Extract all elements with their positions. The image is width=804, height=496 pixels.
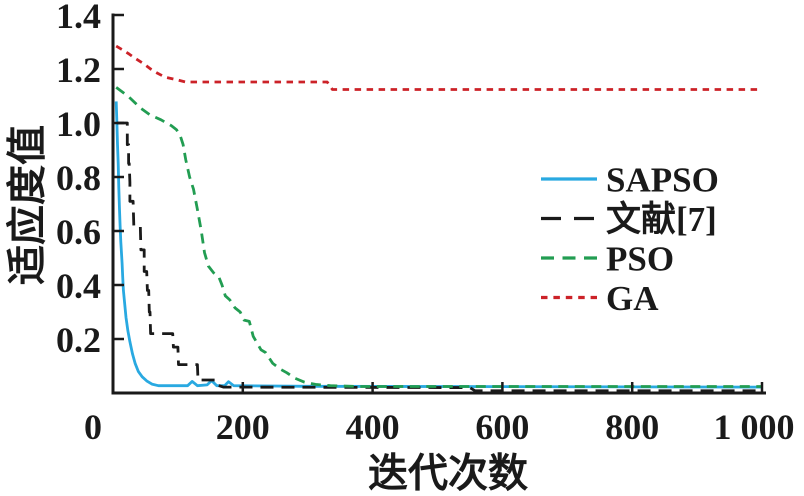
x-tick-labels: 0 200 400 600 800 1 000 (84, 407, 795, 447)
series-line-ga (115, 44, 762, 91)
legend-label-ga: GA (606, 279, 659, 318)
y-tick-label-1.0: 1.0 (56, 104, 101, 144)
y-tick-labels: 0.2 0.4 0.6 0.8 1.0 1.2 1.4 (56, 0, 101, 360)
y-tick-label-0.4: 0.4 (56, 266, 101, 306)
x-tick-label-400: 400 (346, 407, 400, 447)
x-tick-label-1000: 1 000 (714, 407, 795, 447)
legend-label-ref7: 文献[7] (606, 200, 717, 239)
x-tick-label-0: 0 (84, 407, 102, 447)
x-axis-title: 迭代次数 (368, 451, 528, 496)
series-line-sapso (114, 101, 763, 389)
legend-label-sapso: SAPSO (606, 161, 719, 200)
legend-item-ref7: 文献[7] (541, 200, 717, 239)
y-tick-label-1.2: 1.2 (56, 50, 101, 90)
series-line-pso (115, 86, 762, 388)
legend-item-sapso: SAPSO (541, 161, 719, 200)
x-tick-label-600: 600 (475, 407, 529, 447)
y-axis-title: 适应度值 (5, 125, 50, 285)
y-tick-label-0.2: 0.2 (56, 320, 101, 360)
y-ticks (113, 13, 124, 341)
axes-layer (111, 13, 766, 395)
y-tick-label-0.6: 0.6 (56, 212, 101, 252)
legend-label-pso: PSO (606, 240, 674, 279)
curves-layer (114, 44, 763, 393)
x-ticks (111, 382, 764, 393)
y-tick-label-0.8: 0.8 (56, 158, 101, 198)
series-line-ref7 (116, 121, 762, 393)
legend-item-pso: PSO (541, 240, 674, 279)
legend-item-ga: GA (541, 279, 659, 318)
x-tick-label-200: 200 (216, 407, 270, 447)
x-tick-label-800: 800 (605, 407, 659, 447)
y-tick-label-1.4: 1.4 (56, 0, 101, 36)
